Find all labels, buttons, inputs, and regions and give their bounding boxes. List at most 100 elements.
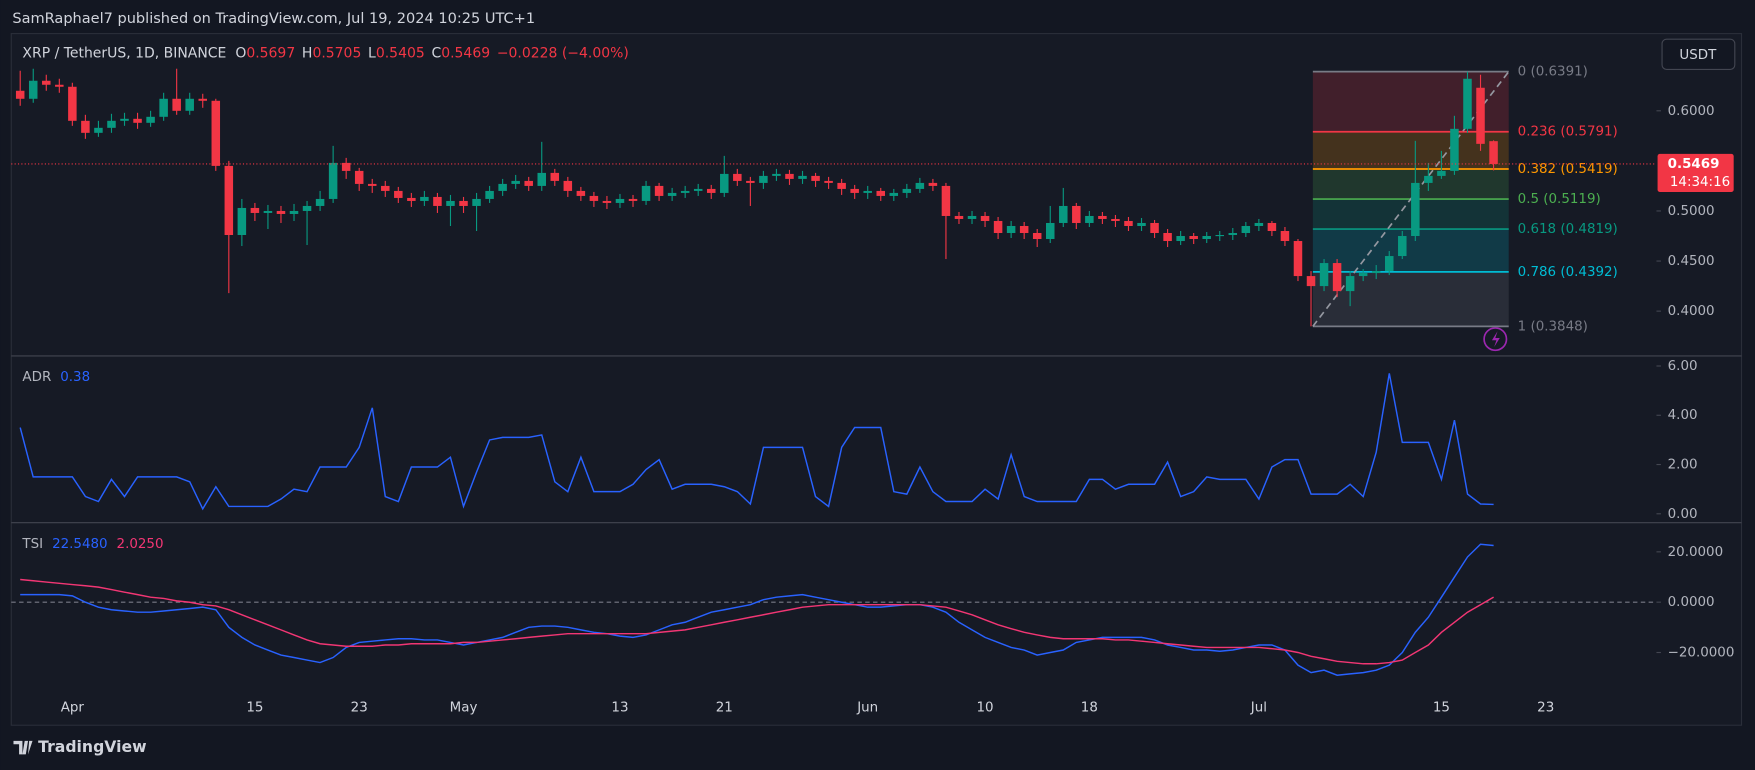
candle-body (667, 192, 677, 196)
candle-body (263, 210, 273, 213)
candle-body (381, 185, 390, 191)
candle-body (211, 100, 221, 166)
x-tick-label: Jun (856, 700, 878, 715)
candle-body (954, 215, 964, 219)
candle-body (198, 98, 207, 101)
x-tick-label: Jul (1250, 700, 1267, 715)
indicator-line (19, 373, 1494, 511)
fib-label: 0.786 (0.4392) (1518, 265, 1618, 280)
candle-body (133, 118, 142, 123)
candle-body (446, 200, 455, 206)
candle-body (1267, 222, 1277, 231)
x-tick-label: Apr (61, 700, 85, 715)
ohlc-key: H (302, 46, 313, 62)
x-tick-label: 15 (1433, 700, 1450, 715)
candle-body (1019, 225, 1029, 234)
candle-body (1163, 233, 1172, 242)
indicator-value: 0.38 (60, 370, 90, 385)
y-tick-label: −20.0000 (1668, 646, 1735, 661)
symbol: XRP / TetherUS, 1D, BINANCE (22, 46, 226, 62)
alert-icon[interactable] (1483, 327, 1508, 352)
fib-zone (1312, 168, 1509, 200)
candle-body (772, 173, 781, 176)
candle-body (433, 196, 442, 206)
candle-body (107, 120, 116, 128)
candle-body (407, 197, 416, 201)
price-tag (1657, 153, 1734, 192)
candle-body (485, 190, 494, 199)
candle-body (641, 185, 651, 201)
candle-body (602, 200, 612, 203)
x-tick-label: 23 (1537, 700, 1554, 715)
candle-body (941, 185, 951, 216)
candle-body (81, 120, 90, 133)
y-tick-label: 0.5000 (1668, 204, 1715, 219)
candle-body (511, 180, 520, 184)
candle-body (967, 215, 977, 219)
candle-body (928, 182, 938, 186)
tsi-legend: TSI 22.5480 2.0250 (21, 537, 163, 552)
indicator-name: ADR (22, 370, 51, 385)
candle-body (589, 195, 599, 201)
candle-body (146, 116, 155, 123)
fib-label: 0.618 (0.4819) (1518, 222, 1618, 237)
candle-body (1085, 215, 1094, 223)
fib-trend (1312, 71, 1510, 327)
ohlc-value: 0.5405 (376, 46, 425, 62)
ohlc-key: L (368, 46, 376, 62)
candle-body (863, 190, 872, 193)
adr-legend: ADR 0.38 (22, 370, 90, 385)
x-tick-label: 10 (977, 700, 994, 715)
x-tick-label: 13 (611, 700, 628, 715)
fib-zone (1312, 229, 1509, 272)
ohlc-key: O (235, 46, 246, 62)
x-tick-label: 23 (351, 700, 368, 715)
candle-body (615, 198, 625, 203)
candle-body (537, 172, 546, 186)
candle-body (1124, 220, 1133, 226)
brand-logo (13, 740, 33, 755)
candle-body (159, 98, 168, 117)
countdown: 14:34:16 (1670, 175, 1730, 190)
currency-button[interactable] (1661, 38, 1736, 70)
candle-body (250, 207, 260, 213)
fib-label: 0.382 (0.5419) (1518, 162, 1618, 177)
candle-body (1345, 276, 1355, 292)
candle-body (1150, 222, 1159, 234)
y-tick-label: 6.00 (1668, 359, 1698, 374)
logo-icon (13, 740, 33, 755)
fib-label: 0.236 (0.5791) (1518, 125, 1618, 140)
candle-body (1463, 78, 1472, 129)
candle-body (328, 162, 338, 199)
fib-label: 0 (0.6391) (1518, 65, 1588, 80)
candle-body (524, 180, 533, 186)
candle-body (693, 188, 703, 191)
indicator-name: TSI (21, 537, 43, 552)
y-tick-label: 0.6000 (1668, 104, 1715, 119)
candle-body (1384, 256, 1394, 272)
candle-body (15, 90, 25, 99)
indicator-line (20, 578, 1494, 665)
candle-body (1254, 222, 1264, 226)
candle-body (628, 198, 638, 201)
candle-body (1306, 276, 1316, 287)
candle-body (1450, 128, 1459, 171)
candle-body (55, 84, 64, 87)
candle-body (706, 188, 716, 193)
y-tick-label: 2.00 (1668, 458, 1698, 473)
candle-body (1032, 233, 1042, 240)
candle-body (237, 207, 247, 236)
candle-body (837, 182, 846, 189)
candle-body (1176, 236, 1185, 242)
candle-body (42, 80, 51, 85)
candle-body (68, 86, 77, 121)
candle-body (224, 165, 234, 236)
brand-name: TradingView (38, 737, 146, 756)
candle-body (1437, 170, 1446, 176)
y-tick-label: 0.4500 (1668, 254, 1715, 269)
y-tick-label: 4.00 (1668, 408, 1698, 423)
candle-body (746, 180, 755, 183)
candle-body (1476, 87, 1485, 144)
candle-body (1241, 225, 1251, 234)
